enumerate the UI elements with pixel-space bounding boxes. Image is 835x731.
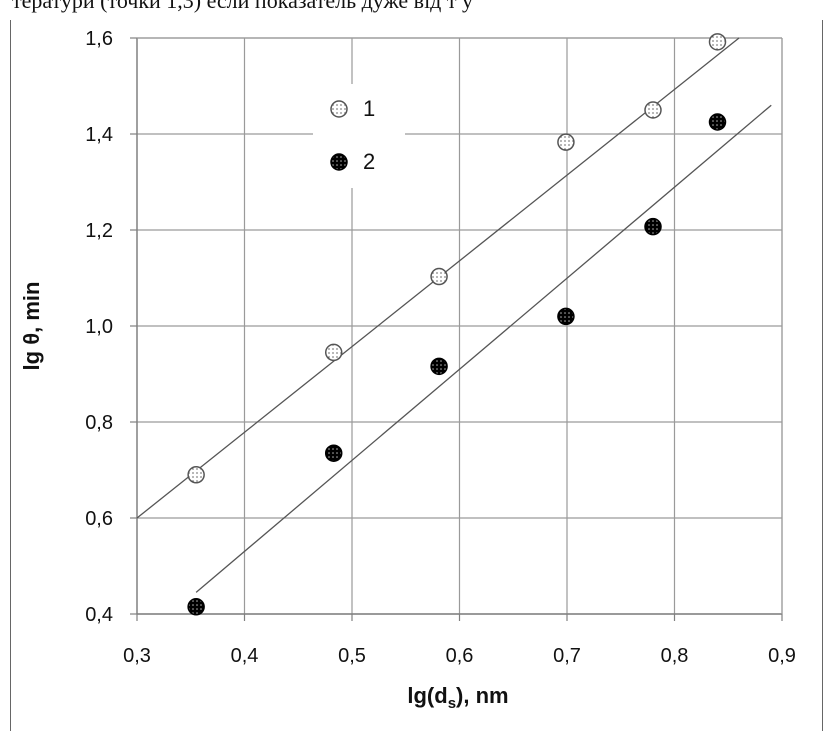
y-tick-label: 0,6 bbox=[85, 508, 113, 530]
x-tick-label: 0,4 bbox=[231, 645, 259, 667]
x-tick-label: 0,3 bbox=[123, 645, 151, 667]
data-point-series-2 bbox=[557, 307, 575, 326]
legend-marker-series-1 bbox=[330, 100, 348, 118]
legend-label-series-1: 1 bbox=[363, 96, 375, 121]
x-tick-label: 0,8 bbox=[661, 645, 689, 667]
data-point-series-2 bbox=[324, 444, 343, 462]
right-page-border bbox=[822, 20, 823, 731]
x-axis-title: lg(ds), nm bbox=[407, 683, 508, 712]
data-point-series-1 bbox=[187, 466, 205, 484]
x-tick-label: 0,9 bbox=[768, 645, 796, 667]
data-point-series-2 bbox=[708, 113, 727, 131]
cropped-header-text: тератури (точки 1,3) если показатель дуж… bbox=[12, 0, 473, 13]
y-tick-label: 1,2 bbox=[85, 220, 113, 242]
data-point-series-2 bbox=[644, 217, 662, 236]
y-tick-label: 1,4 bbox=[85, 124, 113, 146]
left-page-border bbox=[10, 20, 11, 731]
x-tick-label: 0,6 bbox=[446, 645, 474, 667]
x-tick-label: 0,7 bbox=[553, 645, 581, 667]
data-point-series-1 bbox=[557, 133, 575, 151]
y-tick-label: 0,8 bbox=[85, 412, 113, 434]
data-point-series-2 bbox=[187, 598, 205, 616]
y-axis-title: lg θ, min bbox=[19, 282, 44, 371]
y-tick-label: 1,6 bbox=[85, 28, 113, 50]
data-point-series-2 bbox=[430, 357, 448, 376]
data-point-series-1 bbox=[324, 343, 343, 362]
data-point-series-1 bbox=[430, 267, 448, 286]
y-tick-label: 1,0 bbox=[85, 316, 113, 338]
legend-marker-series-2 bbox=[330, 153, 348, 171]
legend-label-series-2: 2 bbox=[363, 149, 375, 174]
data-point-series-1 bbox=[644, 101, 662, 119]
data-point-series-1 bbox=[708, 33, 727, 51]
trendline-series-2 bbox=[195, 104, 772, 593]
x-tick-label: 0,5 bbox=[338, 645, 366, 667]
legend-background bbox=[313, 84, 405, 188]
y-tick-label: 0,4 bbox=[85, 604, 113, 626]
